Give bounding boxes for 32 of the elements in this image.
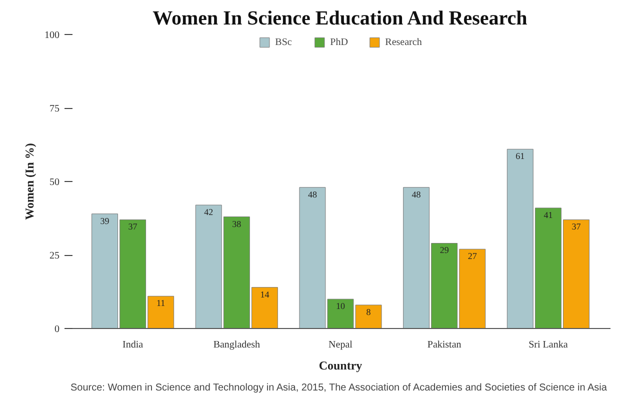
source-note: Source: Women in Science and Technology in Asia, 2015, The Association of Academies and Societies of Science in Asia [70,382,608,394]
y-tick-label: 75 [50,104,60,114]
data-label: 29 [440,245,450,256]
data-label: 61 [516,151,525,162]
data-label: 48 [412,189,422,200]
data-label: 10 [336,301,346,312]
data-label: 37 [572,222,582,232]
data-label: 11 [156,298,166,308]
data-label: 48 [308,189,318,200]
x-tick-label: Pakistan [427,340,462,350]
x-tick-label: Sri Lanka [528,340,568,350]
y-axis-title: Women (In %) [22,143,36,220]
chart-title: Women In Science Education And Research [152,8,528,30]
y-tick-label: 0 [54,324,60,335]
legend-label: BSc [275,36,293,48]
y-tick-label: 100 [44,30,60,41]
data-label: 37 [128,222,138,232]
data-label: 38 [232,218,242,229]
x-tick-label: Nepal [328,340,353,350]
data-label: 8 [366,306,372,317]
data-label: 39 [100,216,110,226]
x-axis-title: Country [318,358,362,372]
y-tick-label: 50 [50,177,60,188]
x-tick-label: India [122,340,144,350]
y-tick-label: 25 [50,250,60,262]
legend-label: PhD [330,36,349,48]
data-label: 14 [260,289,270,300]
data-label: 41 [544,210,553,220]
legend-label: Research [385,36,422,48]
data-label: 42 [204,207,214,218]
x-tick-label: Bangladesh [213,340,260,350]
data-label: 27 [468,251,478,262]
